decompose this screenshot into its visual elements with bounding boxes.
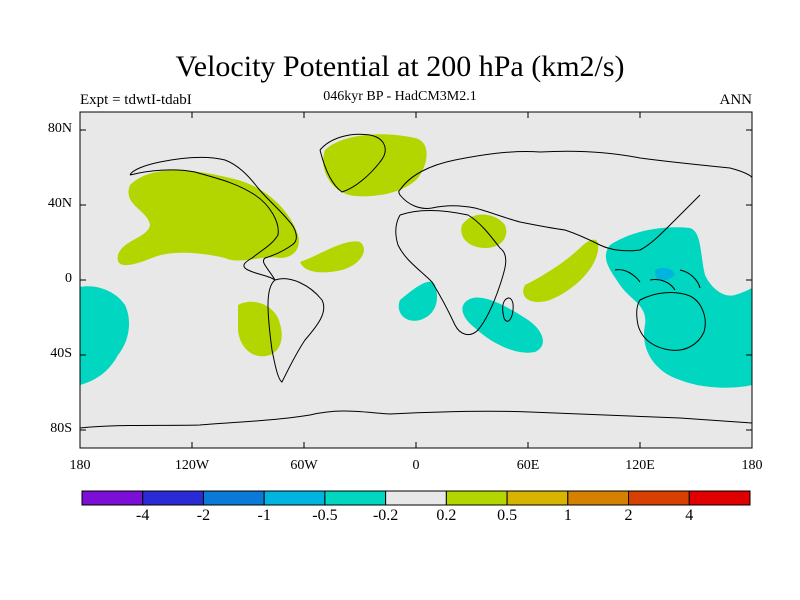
colorbar-label: -1 (257, 507, 271, 524)
axis-ticks (79, 112, 753, 448)
coastline-australia (636, 292, 706, 351)
coastline-europe-asia (398, 150, 753, 252)
colorbar-swatch (445, 490, 508, 506)
lat-tick-label: 40N (47, 196, 72, 211)
colorbar-label: -0.2 (372, 507, 399, 524)
map-title: Velocity Potential at 200 hPa (km2/s) (175, 50, 625, 83)
colorbar-label: 0.5 (497, 507, 518, 524)
coastline-north-america (129, 156, 297, 281)
colorbar-swatch (628, 490, 690, 506)
lat-tick-label: 80N (47, 121, 72, 136)
colorbar-swatch (142, 490, 204, 506)
coastline-maritime-islands (614, 269, 701, 291)
colorbar (81, 490, 751, 506)
coastline-africa (395, 209, 507, 336)
coastline-madagascar (502, 297, 514, 322)
colorbar-swatch (324, 490, 387, 506)
colorbar-swatch (81, 490, 144, 506)
negative-region-maritime-continent (605, 227, 752, 388)
negative-region-south-atlantic (398, 281, 438, 321)
coastline-south-america (267, 278, 325, 383)
colorbar-label: 4 (685, 507, 694, 524)
lon-tick-label: 180 (69, 458, 91, 473)
colorbar-label: 0.2 (436, 507, 457, 524)
experiment-label: Expt = tdwtI-tdabI (80, 92, 192, 108)
negative-region-pacific-west (80, 286, 130, 385)
lon-tick-label: 60W (290, 458, 318, 473)
lat-tick-label: 40S (50, 346, 72, 361)
colorbar-label: -4 (136, 507, 150, 524)
colorbar-swatch (385, 490, 447, 506)
positive-region-east-africa (461, 214, 507, 248)
colorbar-swatch (506, 490, 569, 506)
coastline-antarctica (79, 410, 753, 429)
positive-region-indian-ocean (523, 239, 599, 303)
lat-tick-label: 80S (50, 421, 72, 436)
lon-tick-label: 120E (625, 458, 655, 473)
positive-region-greenland (323, 134, 427, 197)
lon-tick-label: 60E (516, 458, 540, 473)
colorbar-label: -2 (196, 507, 211, 524)
colorbar-label: -0.5 (312, 507, 338, 524)
colorbar-swatch (202, 490, 265, 506)
coastlines (79, 133, 753, 429)
anomaly-regions (80, 134, 752, 388)
lon-tick-label: 180 (741, 458, 763, 473)
colorbar-swatch (263, 490, 326, 506)
lat-tick-label: 0 (65, 271, 72, 286)
colorbar-swatch (688, 490, 751, 506)
lon-tick-label: 0 (412, 458, 420, 473)
colorbar-swatch (567, 490, 630, 506)
positive-region-atlantic (300, 241, 364, 273)
lon-tick-label: 120W (174, 458, 210, 473)
strong-negative-spot (655, 267, 675, 281)
colorbar-label: 1 (563, 507, 572, 524)
coastline-greenland (319, 133, 386, 193)
colorbar-label: 2 (624, 507, 633, 524)
negative-region-mozambique (462, 297, 543, 353)
season-label: ANN (719, 92, 753, 108)
map-subtitle: 046kyr BP - HadCM3M2.1 (323, 89, 477, 104)
